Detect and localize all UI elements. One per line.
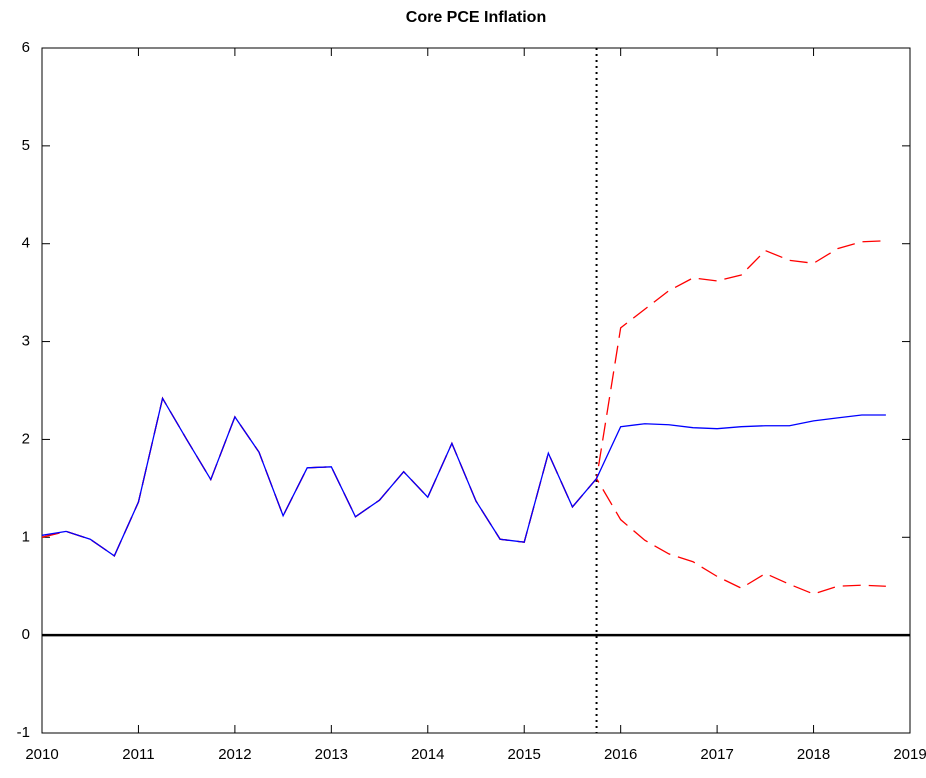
x-tick-label: 2014 (411, 746, 444, 763)
x-tick-label: 2016 (604, 746, 637, 763)
plot-frame (41, 47, 911, 734)
y-tick-label: 4 (22, 235, 30, 252)
y-tick-label: 6 (22, 39, 30, 56)
x-tick-label: 2018 (797, 746, 830, 763)
y-tick-label: 1 (22, 528, 30, 545)
x-tick-label: 2011 (122, 746, 154, 763)
chart-title: Core PCE Inflation (406, 9, 546, 26)
series-line (41, 396, 886, 595)
y-tick-label: 5 (22, 137, 30, 154)
y-tick-label: 3 (22, 333, 30, 350)
x-tick-label: 2013 (315, 746, 348, 763)
x-tick-label: 2019 (893, 746, 926, 763)
x-tick-label: 2010 (25, 746, 58, 763)
y-tick-label: 0 (22, 626, 30, 643)
x-tick-label: 2017 (700, 746, 733, 763)
y-tick-label: 2 (22, 430, 30, 447)
x-tick-label: 2012 (218, 746, 251, 763)
x-tick-label: 2015 (508, 746, 541, 763)
series-line (41, 396, 886, 557)
y-tick-label: -1 (17, 724, 30, 741)
series-line (41, 240, 886, 557)
